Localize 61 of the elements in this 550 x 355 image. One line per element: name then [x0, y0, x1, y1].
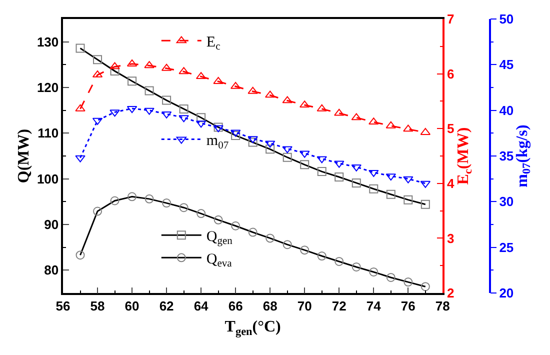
x-tick-label: 58 [90, 298, 105, 314]
legend-label: m$_{07}$ [206, 133, 229, 152]
legend-label: E$_{c}$ [206, 34, 221, 53]
x-tick-label: 68 [262, 298, 278, 314]
point [368, 170, 379, 177]
legend-label: Q$_{eva}$ [206, 252, 232, 270]
point [144, 108, 154, 115]
y2-tick-label: 7 [447, 12, 454, 27]
point [248, 136, 258, 144]
x-tick-label: 66 [228, 298, 243, 314]
y3-tick-label: 45 [499, 57, 514, 72]
point [351, 164, 362, 172]
y3-tick-label: 30 [499, 194, 514, 210]
y-tick-label: 80 [44, 262, 59, 278]
point [213, 125, 224, 132]
y3-tick-label: 50 [499, 12, 514, 27]
x-axis-title: T$_{gen}$(°C) [224, 318, 281, 338]
point [334, 108, 344, 116]
point [403, 124, 414, 132]
y2-tick-label: 3 [447, 230, 454, 246]
point [351, 113, 362, 120]
point [403, 176, 414, 184]
point [110, 62, 120, 70]
y-tick-label: 100 [36, 171, 59, 186]
x-tick-label: 56 [56, 298, 70, 314]
legend-label: Q$_{gen}$ [206, 229, 234, 248]
x-tick-label: 64 [194, 298, 210, 314]
point [368, 118, 379, 125]
point [316, 156, 327, 164]
point [110, 110, 120, 117]
y2-tick-label: 5 [447, 121, 454, 136]
x-tick-label: 78 [435, 298, 450, 314]
y-tick-label: 130 [36, 34, 59, 50]
y3-tick-label: 40 [499, 102, 514, 118]
y2-tick-label: 6 [447, 66, 454, 82]
point [282, 146, 292, 154]
point [178, 115, 189, 122]
y-axis-title: Q(MW) [15, 128, 32, 184]
x-tick-label: 70 [297, 298, 312, 314]
y3-tick-label: 25 [499, 240, 514, 255]
y-tick-label: 120 [36, 80, 59, 96]
y-tick-label: 90 [44, 217, 59, 232]
x-tick-label: 76 [400, 298, 416, 314]
x-tick-label: 60 [124, 298, 140, 314]
point [334, 160, 344, 168]
y3-tick-label: 20 [499, 286, 514, 301]
point [316, 104, 327, 112]
y2-tick-label: 2 [447, 286, 454, 301]
y-tick-label: 110 [38, 126, 59, 141]
y3-tick-label: 35 [499, 148, 514, 164]
x-tick-label: 62 [159, 298, 174, 314]
point [282, 96, 292, 104]
x-tick-label: 72 [332, 298, 346, 314]
point [178, 67, 189, 74]
point [213, 76, 224, 84]
point [144, 61, 154, 68]
point [75, 104, 86, 112]
point [248, 86, 258, 94]
point [75, 155, 86, 162]
x-tick-label: 74 [366, 298, 382, 314]
y2-tick-label: 4 [447, 176, 456, 191]
